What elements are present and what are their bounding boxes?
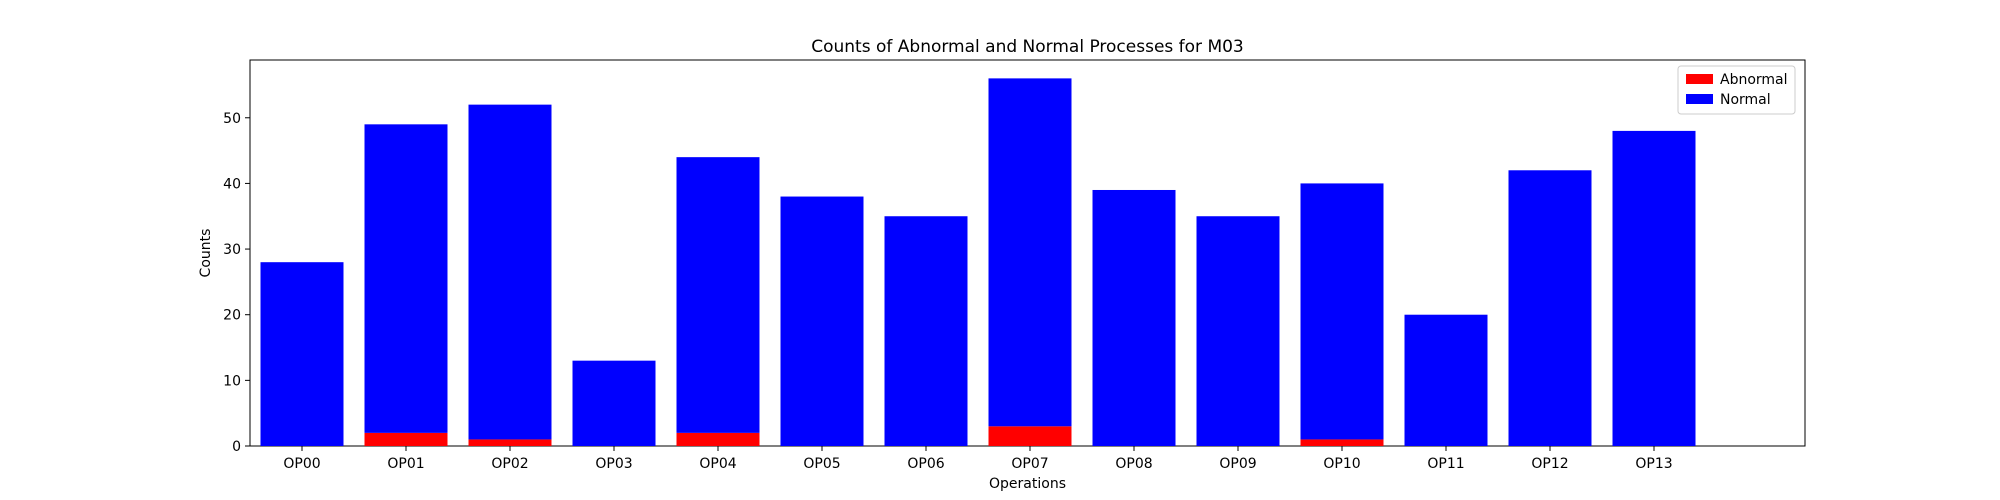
- bar-abnormal-op01: [364, 432, 448, 446]
- bar-normal-op05: [780, 196, 864, 446]
- bar-normal-op00: [260, 262, 344, 446]
- bar-abnormal-op07: [988, 426, 1072, 446]
- bar-normal-op01: [364, 124, 448, 433]
- x-tick-label: OP03: [595, 456, 632, 472]
- x-tick-label: OP06: [907, 456, 944, 472]
- bar-abnormal-op02: [468, 439, 552, 446]
- bars-group: [260, 78, 1696, 447]
- bar-normal-op12: [1508, 170, 1592, 447]
- legend-label-abnormal: Abnormal: [1720, 72, 1788, 88]
- x-tick-label: OP07: [1011, 456, 1048, 472]
- x-tick-label: OP02: [491, 456, 528, 472]
- y-tick-label: 30: [223, 242, 241, 258]
- bar-abnormal-op10: [1300, 439, 1384, 446]
- bar-normal-op06: [884, 216, 968, 446]
- bar-normal-op08: [1092, 189, 1176, 446]
- y-axis: 0 10 20 30 40 50: [223, 111, 250, 455]
- bar-abnormal-op04: [676, 432, 760, 446]
- x-tick-label: OP11: [1427, 456, 1464, 472]
- bar-normal-op04: [676, 157, 760, 433]
- x-tick-label: OP12: [1531, 456, 1568, 472]
- legend-swatch-abnormal: [1686, 74, 1713, 84]
- y-tick-label: 0: [232, 439, 241, 455]
- bar-normal-op07: [988, 78, 1072, 427]
- chart-title: Counts of Abnormal and Normal Processes …: [811, 37, 1244, 57]
- y-tick-label: 10: [223, 373, 241, 389]
- x-axis: OP00 OP01 OP02 OP03 OP04 OP05 OP06 OP07 OP08 OP09…: [283, 446, 1673, 472]
- x-tick-label: OP10: [1323, 456, 1360, 472]
- x-tick-label: OP09: [1219, 456, 1256, 472]
- bar-normal-op09: [1196, 216, 1280, 446]
- x-tick-label: OP00: [283, 456, 320, 472]
- legend-swatch-normal: [1686, 94, 1713, 104]
- x-tick-label: OP08: [1115, 456, 1152, 472]
- bar-normal-op13: [1612, 130, 1696, 447]
- bar-normal-op10: [1300, 183, 1384, 440]
- y-tick-label: 50: [223, 111, 241, 127]
- legend-label-normal: Normal: [1720, 92, 1771, 108]
- x-tick-label: OP13: [1635, 456, 1672, 472]
- bar-normal-op02: [468, 104, 552, 440]
- x-tick-label: OP01: [387, 456, 424, 472]
- y-axis-label: Counts: [198, 229, 214, 278]
- y-tick-label: 40: [223, 176, 241, 192]
- x-tick-label: OP05: [803, 456, 840, 472]
- x-axis-label: Operations: [989, 476, 1066, 492]
- x-tick-label: OP04: [699, 456, 736, 472]
- bar-normal-op11: [1404, 314, 1488, 446]
- y-tick-label: 20: [223, 308, 241, 324]
- bar-normal-op03: [572, 360, 656, 446]
- legend: Abnormal Normal: [1677, 65, 1796, 115]
